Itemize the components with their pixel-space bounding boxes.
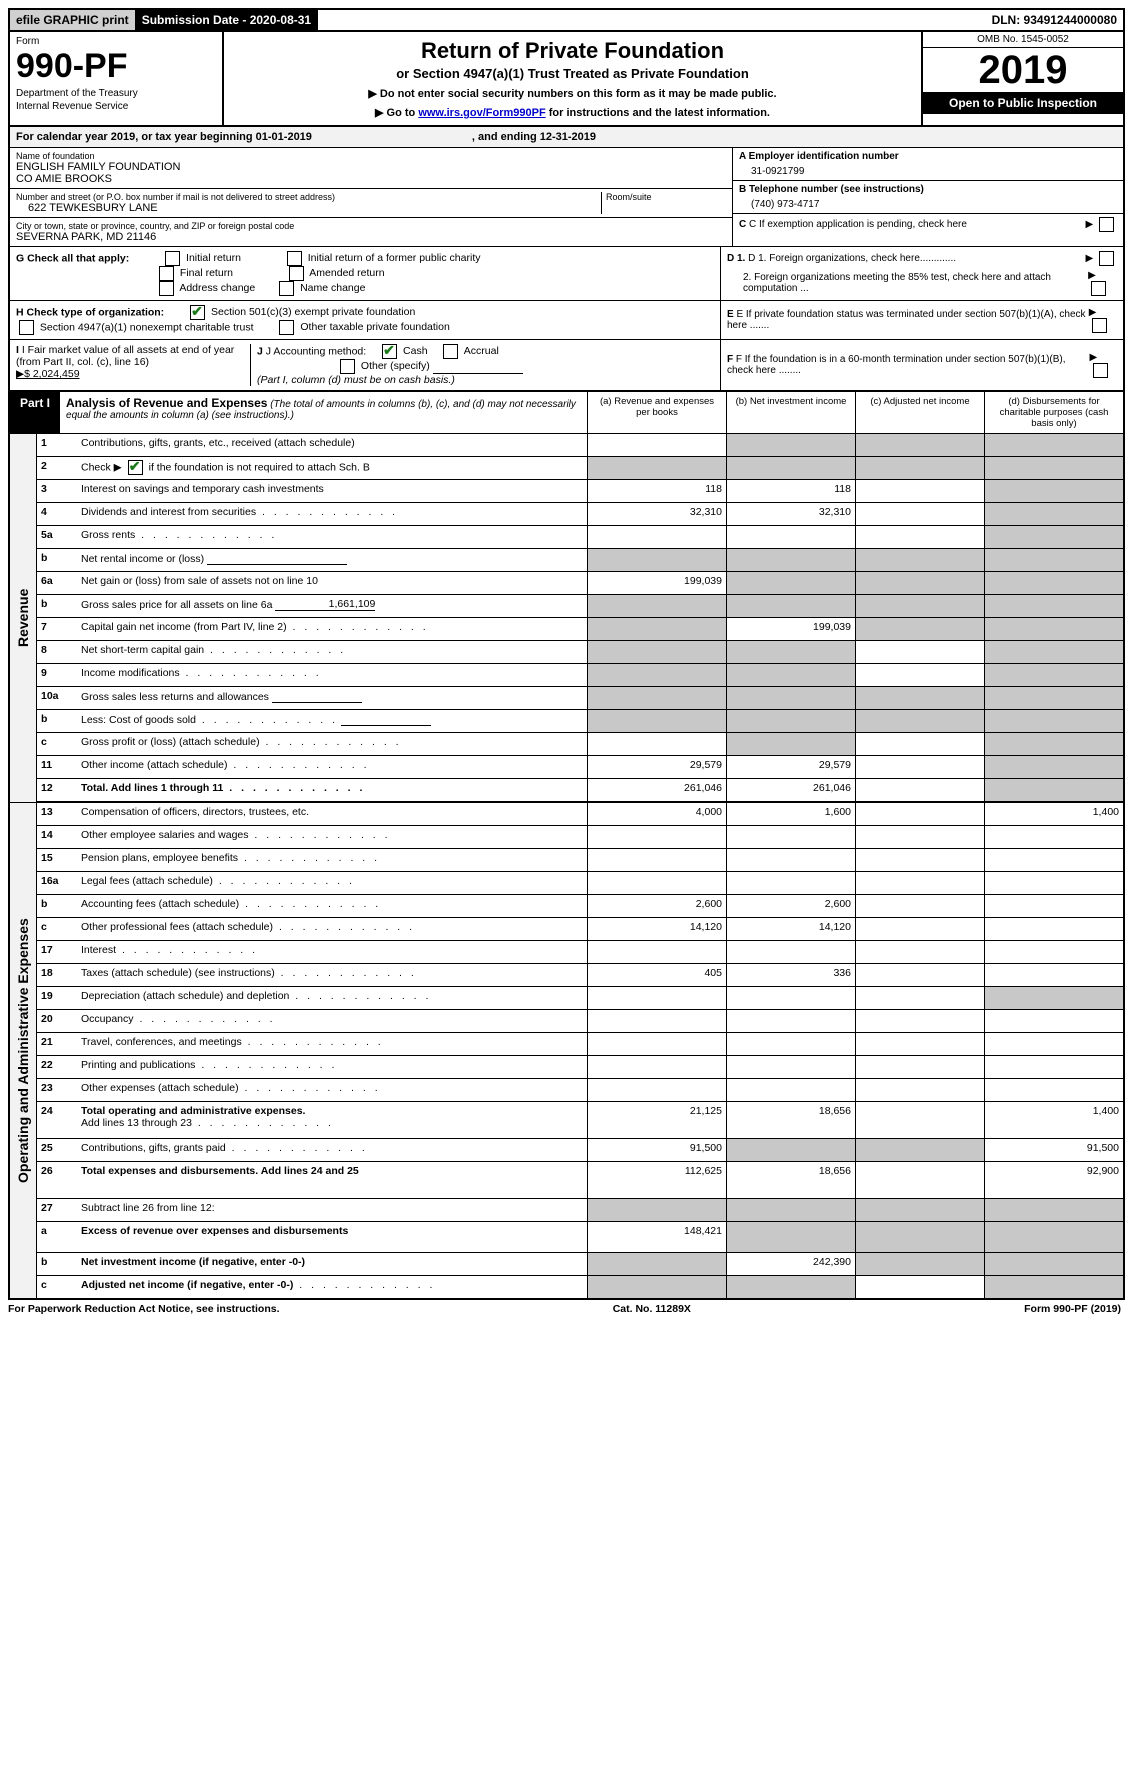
street-address: 622 TEWKESBURY LANE xyxy=(16,202,601,214)
checkbox-amended[interactable] xyxy=(289,266,304,281)
dept-irs: Internal Revenue Service xyxy=(16,101,216,112)
info-grid: Name of foundation ENGLISH FAMILY FOUNDA… xyxy=(10,148,1123,247)
part1-header: Part I Analysis of Revenue and Expenses … xyxy=(10,390,1123,434)
name-label: Name of foundation xyxy=(16,151,726,161)
checkbox-f[interactable] xyxy=(1093,363,1108,378)
cal-year-end: , and ending 12-31-2019 xyxy=(472,131,596,143)
checkbox-sch-b[interactable] xyxy=(128,460,143,475)
tax-year: 2019 xyxy=(923,48,1123,92)
expenses-section: Operating and Administrative Expenses 13… xyxy=(10,802,1123,1298)
dln-number: DLN: 93491244000080 xyxy=(986,10,1123,30)
form-label: Form xyxy=(16,36,216,47)
note-ssn: ▶ Do not enter social security numbers o… xyxy=(230,87,915,100)
omb-number: OMB No. 1545-0052 xyxy=(923,32,1123,48)
note-post: for instructions and the latest informat… xyxy=(546,107,770,119)
address-label: Number and street (or P.O. box number if… xyxy=(16,192,601,202)
checkbox-initial[interactable] xyxy=(165,251,180,266)
phone-value: (740) 973-4717 xyxy=(739,195,1117,210)
form-title: Return of Private Foundation xyxy=(230,38,915,64)
checkbox-final[interactable] xyxy=(159,266,174,281)
instructions-link[interactable]: www.irs.gov/Form990PF xyxy=(418,107,545,119)
checkbox-501c3[interactable] xyxy=(190,305,205,320)
checkbox-e[interactable] xyxy=(1092,318,1107,333)
open-inspection: Open to Public Inspection xyxy=(923,92,1123,114)
footer-paperwork: For Paperwork Reduction Act Notice, see … xyxy=(8,1303,280,1315)
city-label: City or town, state or province, country… xyxy=(16,221,726,231)
top-bar: efile GRAPHIC print Submission Date - 20… xyxy=(10,10,1123,32)
g-label: G Check all that apply: xyxy=(16,252,129,264)
dept-treasury: Department of the Treasury xyxy=(16,88,216,99)
efile-button[interactable]: efile GRAPHIC print xyxy=(10,10,136,30)
part1-label: Part I xyxy=(10,392,60,433)
checkbox-other-taxable[interactable] xyxy=(279,320,294,335)
col-b-header: (b) Net investment income xyxy=(726,392,855,433)
checkbox-d1[interactable] xyxy=(1099,251,1114,266)
footer-form: Form 990-PF (2019) xyxy=(1024,1303,1121,1315)
foundation-name-2: CO AMIE BROOKS xyxy=(16,173,726,185)
checkbox-initial-former[interactable] xyxy=(287,251,302,266)
form-subtitle: or Section 4947(a)(1) Trust Treated as P… xyxy=(230,66,915,81)
checkbox-other-method[interactable] xyxy=(340,359,355,374)
col-a-header: (a) Revenue and expenses per books xyxy=(587,392,726,433)
form-header: Form 990-PF Department of the Treasury I… xyxy=(10,32,1123,127)
revenue-side-label: Revenue xyxy=(10,434,36,802)
form-page: efile GRAPHIC print Submission Date - 20… xyxy=(8,8,1125,1300)
calendar-year-row: For calendar year 2019, or tax year begi… xyxy=(10,127,1123,148)
page-footer: For Paperwork Reduction Act Notice, see … xyxy=(8,1300,1121,1318)
expenses-side-label: Operating and Administrative Expenses xyxy=(10,803,36,1298)
checkbox-d2[interactable] xyxy=(1091,281,1106,296)
checkbox-c[interactable] xyxy=(1099,217,1114,232)
checkbox-address-change[interactable] xyxy=(159,281,174,296)
ein-value: 31-0921799 xyxy=(739,162,1117,177)
note-pre: ▶ Go to xyxy=(375,107,418,119)
form-number: 990-PF xyxy=(16,47,216,86)
city-value: SEVERNA PARK, MD 21146 xyxy=(16,231,726,243)
h-label: H Check type of organization: xyxy=(16,306,164,318)
room-label: Room/suite xyxy=(606,192,726,202)
checkbox-name-change[interactable] xyxy=(279,281,294,296)
checkbox-accrual[interactable] xyxy=(443,344,458,359)
checkbox-4947[interactable] xyxy=(19,320,34,335)
foundation-name-1: ENGLISH FAMILY FOUNDATION xyxy=(16,161,726,173)
ein-label: A Employer identification number xyxy=(739,151,1117,162)
submission-date: Submission Date - 2020-08-31 xyxy=(136,10,318,30)
col-c-header: (c) Adjusted net income xyxy=(855,392,984,433)
fmv-value: ▶$ 2,024,459 xyxy=(16,368,80,380)
footer-cat: Cat. No. 11289X xyxy=(613,1303,691,1315)
phone-label: B Telephone number (see instructions) xyxy=(739,184,1117,195)
c-label: C If exemption application is pending, c… xyxy=(749,219,967,230)
col-d-header: (d) Disbursements for charitable purpose… xyxy=(984,392,1123,433)
checkbox-cash[interactable] xyxy=(382,344,397,359)
part1-title: Analysis of Revenue and Expenses xyxy=(66,396,267,410)
cal-year-begin: For calendar year 2019, or tax year begi… xyxy=(16,131,312,143)
note-link-row: ▶ Go to www.irs.gov/Form990PF for instru… xyxy=(230,106,915,119)
revenue-section: Revenue 1Contributions, gifts, grants, e… xyxy=(10,434,1123,802)
